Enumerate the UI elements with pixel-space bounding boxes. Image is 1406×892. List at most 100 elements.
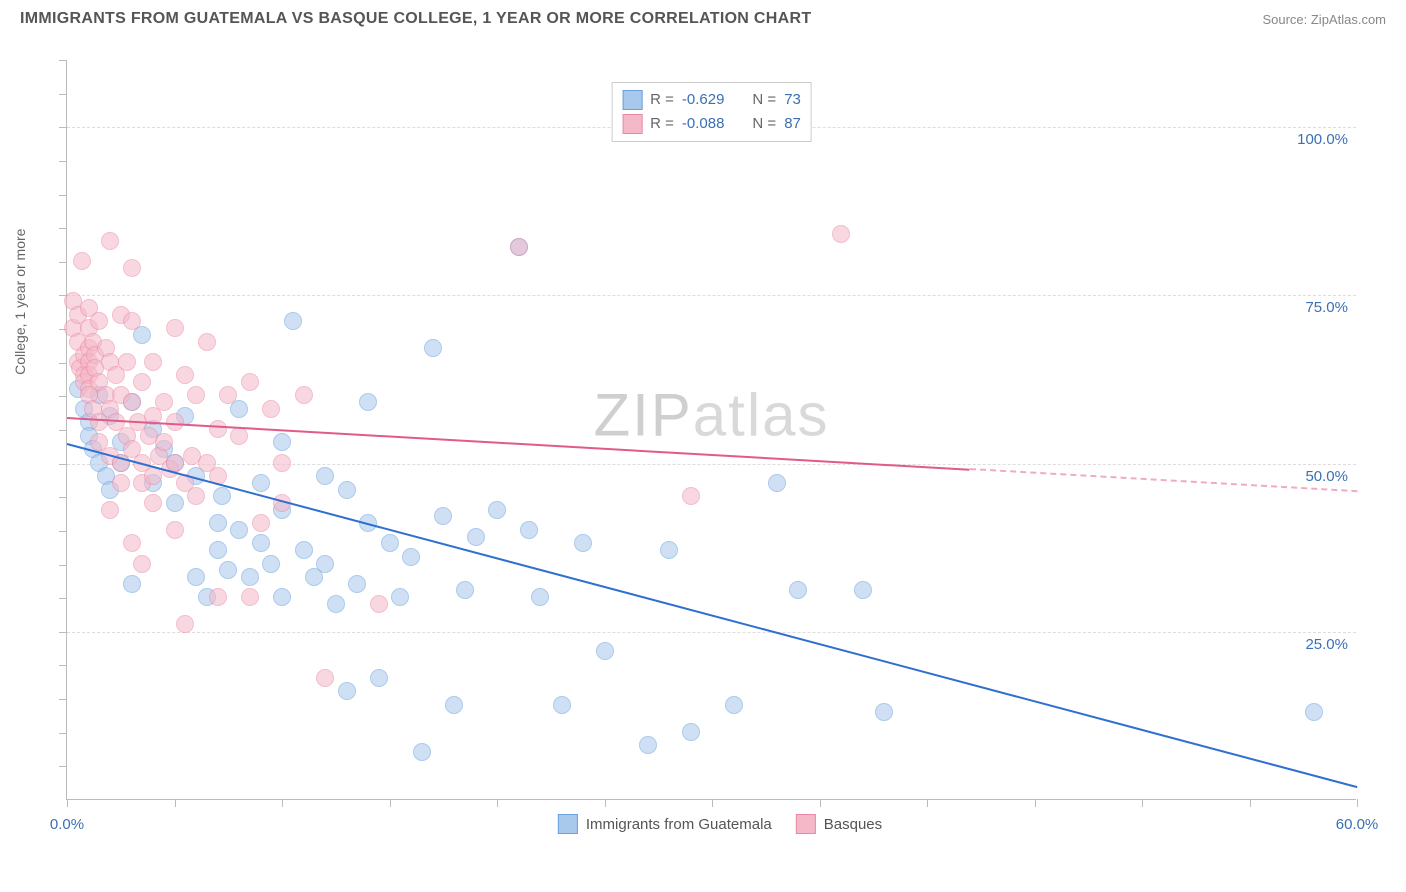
scatter-point-guatemala — [338, 682, 356, 700]
scatter-point-basques — [90, 312, 108, 330]
scatter-point-guatemala — [488, 501, 506, 519]
y-tick — [59, 228, 67, 229]
scatter-point-guatemala — [123, 575, 141, 593]
x-tick — [390, 799, 391, 807]
gridline-h — [67, 632, 1356, 633]
scatter-point-basques — [118, 353, 136, 371]
scatter-point-basques — [101, 501, 119, 519]
scatter-point-guatemala — [295, 541, 313, 559]
y-tick-label: 100.0% — [1297, 131, 1348, 148]
scatter-point-guatemala — [359, 393, 377, 411]
scatter-point-basques — [209, 420, 227, 438]
gridline-h — [67, 295, 1356, 296]
scatter-point-guatemala — [875, 703, 893, 721]
scatter-point-guatemala — [553, 696, 571, 714]
scatter-point-guatemala — [768, 474, 786, 492]
scatter-point-basques — [166, 521, 184, 539]
scatter-point-guatemala — [316, 467, 334, 485]
scatter-point-basques — [123, 312, 141, 330]
scatter-point-basques — [682, 487, 700, 505]
y-tick — [59, 464, 67, 465]
scatter-point-guatemala — [682, 723, 700, 741]
gridline-h — [67, 464, 1356, 465]
correlation-legend: R =-0.629N =73R = -0.088 N = 87 — [611, 82, 812, 142]
watermark: ZIPatlas — [593, 380, 829, 449]
x-tick — [712, 799, 713, 807]
scatter-point-basques — [295, 386, 313, 404]
y-tick — [59, 262, 67, 263]
scatter-point-basques — [252, 514, 270, 532]
legend-swatch — [558, 814, 578, 834]
x-tick — [927, 799, 928, 807]
y-tick — [59, 565, 67, 566]
x-tick-label: 60.0% — [1336, 816, 1379, 833]
scatter-point-basques — [133, 555, 151, 573]
legend-n-value: 73 — [784, 88, 801, 112]
legend-label: Immigrants from Guatemala — [586, 816, 772, 833]
scatter-point-basques — [219, 386, 237, 404]
scatter-point-guatemala — [574, 534, 592, 552]
y-tick — [59, 531, 67, 532]
scatter-point-guatemala — [209, 514, 227, 532]
scatter-point-guatemala — [273, 433, 291, 451]
x-tick — [1250, 799, 1251, 807]
y-tick — [59, 766, 67, 767]
scatter-point-guatemala — [854, 581, 872, 599]
scatter-point-guatemala — [187, 568, 205, 586]
scatter-point-basques — [273, 454, 291, 472]
scatter-point-basques — [176, 615, 194, 633]
scatter-point-guatemala — [230, 521, 248, 539]
scatter-point-guatemala — [725, 696, 743, 714]
scatter-point-basques — [370, 595, 388, 613]
y-tick — [59, 127, 67, 128]
scatter-point-guatemala — [639, 736, 657, 754]
scatter-point-basques — [123, 534, 141, 552]
legend-item-basques: Basques — [796, 814, 882, 834]
scatter-point-guatemala — [520, 521, 538, 539]
scatter-point-basques — [155, 433, 173, 451]
scatter-point-basques — [510, 238, 528, 256]
legend-row-guatemala: R =-0.629N =73 — [622, 88, 801, 112]
legend-item-guatemala: Immigrants from Guatemala — [558, 814, 772, 834]
scatter-point-guatemala — [316, 555, 334, 573]
scatter-point-basques — [241, 373, 259, 391]
legend-r-value: -0.088 — [682, 112, 725, 136]
x-tick — [1357, 799, 1358, 807]
scatter-point-guatemala — [338, 481, 356, 499]
y-tick — [59, 363, 67, 364]
scatter-point-guatemala — [209, 541, 227, 559]
scatter-point-guatemala — [467, 528, 485, 546]
x-tick — [1035, 799, 1036, 807]
scatter-point-guatemala — [262, 555, 280, 573]
scatter-point-basques — [123, 393, 141, 411]
scatter-point-guatemala — [434, 507, 452, 525]
scatter-point-guatemala — [456, 581, 474, 599]
legend-r-label: R = — [650, 88, 674, 112]
scatter-point-guatemala — [413, 743, 431, 761]
legend-n-value: 87 — [784, 112, 801, 136]
y-tick — [59, 497, 67, 498]
trend-line — [970, 468, 1357, 492]
scatter-point-basques — [133, 373, 151, 391]
scatter-point-guatemala — [219, 561, 237, 579]
x-tick — [282, 799, 283, 807]
y-tick — [59, 396, 67, 397]
scatter-point-guatemala — [402, 548, 420, 566]
y-tick-label: 50.0% — [1305, 468, 1348, 485]
y-tick — [59, 195, 67, 196]
legend-swatch — [796, 814, 816, 834]
scatter-point-guatemala — [252, 474, 270, 492]
scatter-point-basques — [144, 353, 162, 371]
legend-swatch — [622, 114, 642, 134]
legend-n-label: N = — [752, 112, 776, 136]
scatter-point-basques — [155, 393, 173, 411]
y-tick — [59, 60, 67, 61]
scatter-point-guatemala — [241, 568, 259, 586]
y-tick — [59, 665, 67, 666]
y-tick — [59, 733, 67, 734]
x-tick — [820, 799, 821, 807]
scatter-point-basques — [209, 588, 227, 606]
chart-container: College, 1 year or more ZIPatlas R =-0.6… — [50, 40, 1390, 840]
y-tick — [59, 598, 67, 599]
x-tick — [497, 799, 498, 807]
